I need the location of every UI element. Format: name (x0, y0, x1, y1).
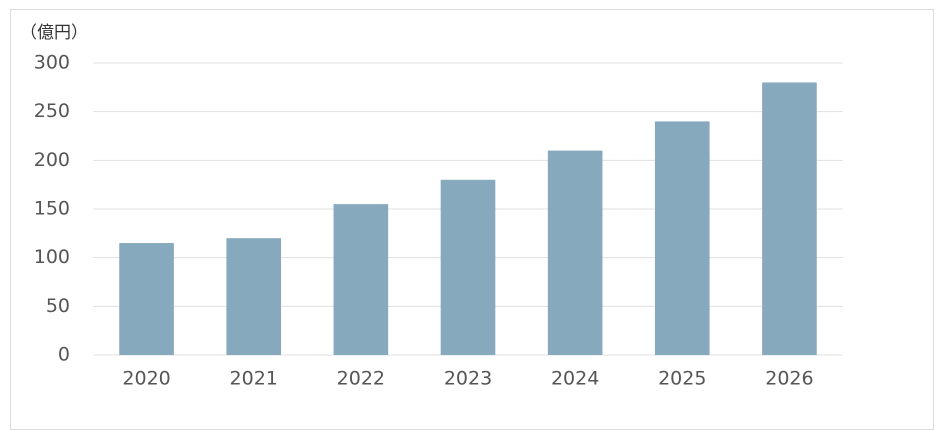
y-tick-label: 250 (34, 100, 70, 122)
y-tick-label: 100 (34, 246, 70, 268)
y-tick-label: 200 (34, 149, 70, 171)
bar (119, 243, 174, 355)
x-tick-label: 2021 (230, 368, 278, 390)
bar (226, 238, 282, 355)
x-tick-label: 2023 (444, 368, 492, 390)
y-tick-label: 300 (34, 52, 70, 74)
bar (547, 150, 603, 355)
bar (440, 179, 496, 355)
x-tick-label: 2020 (122, 368, 170, 390)
y-tick-label: 50 (46, 295, 70, 317)
x-tick-label: 2026 (765, 368, 813, 390)
y-axis-unit: （億円） (20, 23, 88, 43)
bar (333, 204, 389, 355)
x-tick-label: 2025 (658, 368, 706, 390)
y-tick-label: 0 (58, 344, 70, 366)
x-tick-label: 2024 (551, 368, 599, 390)
bar (654, 121, 710, 356)
bar (762, 82, 817, 355)
x-tick-label: 2022 (337, 368, 385, 390)
y-tick-label: 150 (34, 198, 70, 220)
